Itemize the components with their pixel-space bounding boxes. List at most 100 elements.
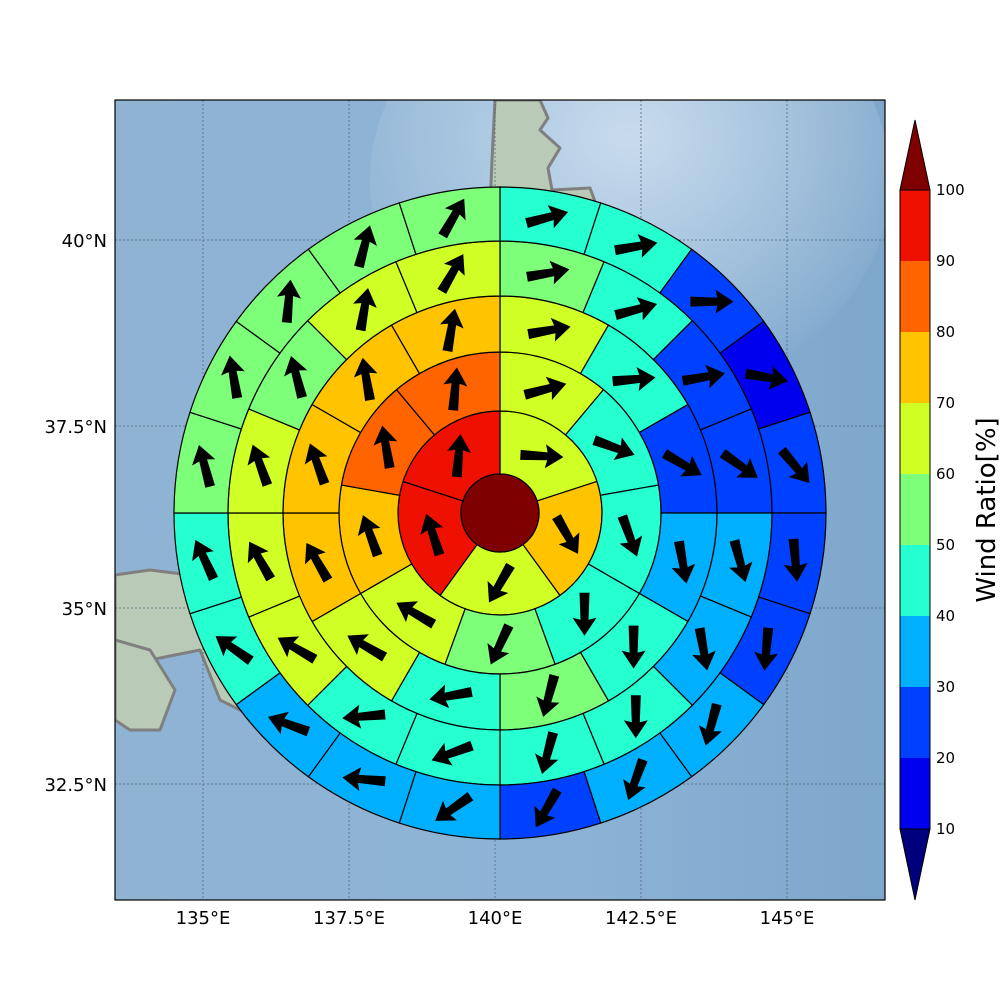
colorbar-label: Wind Ratio[%]: [972, 417, 1000, 602]
colorbar-tick-label: 20: [936, 749, 955, 767]
wind-arrow: [396, 601, 437, 629]
wind-arrow: [443, 367, 468, 411]
wind-arrow: [284, 355, 308, 399]
wind-arrow: [614, 297, 658, 321]
wind-arrow: [623, 757, 648, 801]
wind-arrow: [698, 702, 722, 746]
wind-arrow: [690, 289, 734, 314]
wind-arrow: [192, 444, 216, 488]
colorbar-tick-label: 40: [936, 607, 955, 625]
colorbar-tick-label: 50: [936, 536, 955, 554]
wind-arrow-field: [192, 198, 810, 828]
wind-arrow: [623, 695, 648, 739]
colorbar-ticks: 10 20 30 40 50 60 70 80 90 100: [936, 181, 965, 838]
wind-arrow: [429, 684, 473, 709]
wind-arrow: [431, 740, 474, 766]
colorbar-segment: [900, 758, 930, 829]
wind-arrow: [614, 234, 658, 258]
x-tick-label: 137.5°E: [313, 908, 385, 929]
wind-arrow: [552, 514, 580, 554]
wind-arrow: [536, 674, 560, 717]
wind-arrow: [247, 444, 273, 487]
colorbar-segment: [900, 403, 930, 474]
y-tick-label: 40°N: [62, 231, 107, 252]
wind-arrow: [420, 513, 445, 557]
wind-arrow: [783, 538, 808, 582]
colorbar-extend-max: [899, 119, 931, 191]
wind-ring-grid: [173, 186, 827, 840]
wind-arrow: [342, 767, 386, 792]
wind-arrow: [754, 627, 779, 671]
wind-arrow: [438, 198, 466, 239]
colorbar-segment: [900, 616, 930, 687]
colorbar-extend-min: [899, 828, 931, 901]
wind-arrow: [353, 225, 377, 269]
colorbar-frame: [899, 189, 931, 830]
wind-arrow: [617, 514, 643, 557]
wind-arrow: [526, 260, 570, 285]
wind-arrow: [777, 446, 810, 484]
wind-arrow: [661, 449, 702, 477]
wind-arrow: [612, 367, 656, 392]
wind-arrow: [192, 539, 219, 581]
wind-arrow: [439, 308, 464, 352]
colorbar-tick-label: 60: [936, 465, 955, 483]
wind-arrow: [373, 425, 398, 469]
x-tick-label: 140°E: [468, 908, 523, 929]
wind-arrow: [276, 279, 301, 323]
colorbar-segment: [900, 332, 930, 403]
wind-arrow: [221, 355, 245, 399]
land-shikoku-kii: [115, 638, 177, 732]
wind-arrow: [446, 434, 471, 478]
wind-arrow: [435, 792, 474, 821]
colorbar-tick-label: 90: [936, 252, 955, 270]
wind-arrow: [487, 562, 515, 603]
wind-arrow: [527, 317, 571, 342]
colorbar: [899, 119, 931, 901]
wind-arrow: [357, 515, 383, 558]
wind-arrow: [729, 539, 753, 582]
wind-arrow: [535, 731, 559, 775]
wind-arrow: [525, 205, 569, 229]
y-axis-ticks: 40°N 37.5°N 35°N 32.5°N: [44, 231, 107, 796]
wind-arrow: [267, 711, 311, 737]
wind-arrow: [347, 634, 388, 662]
colorbar-tick-label: 10: [936, 820, 955, 838]
wind-arrow: [719, 449, 758, 478]
wind-arrow: [487, 623, 514, 665]
wind-arrow: [744, 366, 789, 390]
colorbar-tick-label: 80: [936, 323, 955, 341]
y-tick-label: 37.5°N: [44, 417, 107, 438]
wind-arrow: [592, 435, 635, 460]
colorbar-segment: [900, 545, 930, 616]
y-tick-label: 35°N: [62, 599, 107, 620]
wind-arrow: [437, 254, 465, 294]
x-axis-ticks: 135°E 137.5°E 140°E 142.5°E 145°E: [176, 908, 815, 929]
wind-arrow: [277, 636, 318, 664]
x-tick-label: 135°E: [176, 908, 231, 929]
center-cell: [460, 473, 540, 553]
wind-arrow: [681, 364, 725, 389]
wind-arrow: [304, 443, 330, 486]
x-tick-label: 142.5°E: [605, 908, 677, 929]
wind-arrow: [247, 541, 276, 582]
wind-arrow: [621, 625, 646, 669]
x-tick-label: 145°E: [760, 908, 815, 929]
wind-arrow: [342, 704, 386, 729]
wind-arrow: [671, 540, 696, 584]
colorbar-tick-label: 30: [936, 678, 955, 696]
colorbar-segment: [900, 687, 930, 758]
colorbar-tick-label: 70: [936, 394, 955, 412]
wind-arrow: [523, 376, 567, 400]
wind-arrow: [353, 288, 377, 332]
colorbar-segment: [900, 474, 930, 545]
wind-arrow: [572, 592, 597, 636]
colorbar-tick-label: 100: [936, 181, 965, 199]
colorbar-segment: [900, 261, 930, 332]
wind-arrow: [534, 787, 562, 828]
y-tick-label: 32.5°N: [44, 775, 107, 796]
wind-arrow: [215, 636, 254, 665]
wind-arrow: [353, 357, 378, 401]
wind-arrow: [305, 542, 333, 583]
